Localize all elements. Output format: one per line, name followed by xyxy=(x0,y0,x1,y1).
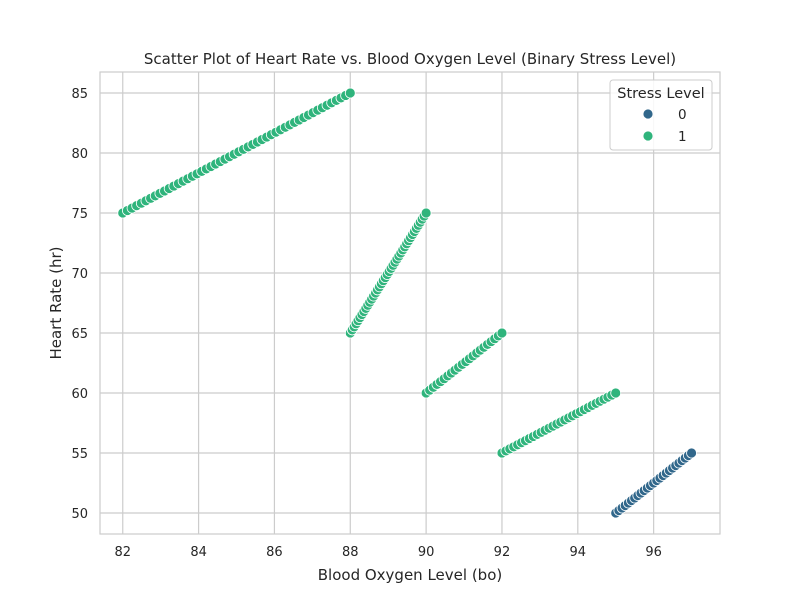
x-tick-label: 88 xyxy=(342,545,359,560)
x-tick-label: 90 xyxy=(418,545,435,560)
data-point-stress-1 xyxy=(496,327,508,339)
y-tick-label: 50 xyxy=(71,507,88,522)
x-tick-label: 82 xyxy=(114,545,131,560)
legend-marker-1 xyxy=(642,130,654,142)
legend-label-0: 0 xyxy=(678,107,687,123)
y-tick-label: 85 xyxy=(71,87,88,102)
data-points xyxy=(117,87,697,519)
data-point-stress-1 xyxy=(344,87,356,99)
legend-title: Stress Level xyxy=(617,86,704,102)
x-tick-label: 86 xyxy=(266,545,283,560)
x-tick-label: 96 xyxy=(645,545,662,560)
y-tick-labels: 50 55 60 65 70 75 80 85 xyxy=(71,87,88,522)
x-tick-labels: 82 84 86 88 90 92 94 96 xyxy=(114,545,661,560)
y-tick-label: 70 xyxy=(71,267,88,282)
y-tick-label: 65 xyxy=(71,327,88,342)
plot-frame xyxy=(99,71,721,535)
x-axis-label: Blood Oxygen Level (bo) xyxy=(318,566,502,584)
x-tick-label: 94 xyxy=(570,545,587,560)
legend-box xyxy=(609,79,713,151)
y-tick-label: 55 xyxy=(71,447,88,462)
data-point-stress-1 xyxy=(420,207,432,219)
data-point-stress-0 xyxy=(686,447,697,459)
legend-marker-0 xyxy=(642,108,654,120)
y-tick-label: 60 xyxy=(71,387,88,402)
x-tick-label: 84 xyxy=(190,545,207,560)
y-tick-label: 80 xyxy=(71,147,88,162)
legend-label-1: 1 xyxy=(678,129,687,145)
legend: Stress Level 0 1 xyxy=(609,79,713,151)
x-tick-label: 92 xyxy=(494,545,511,560)
y-axis-label: Heart Rate (hr) xyxy=(47,246,65,359)
data-point-stress-1 xyxy=(610,387,622,399)
chart-title: Scatter Plot of Heart Rate vs. Blood Oxy… xyxy=(144,50,676,68)
y-tick-label: 75 xyxy=(71,207,88,222)
